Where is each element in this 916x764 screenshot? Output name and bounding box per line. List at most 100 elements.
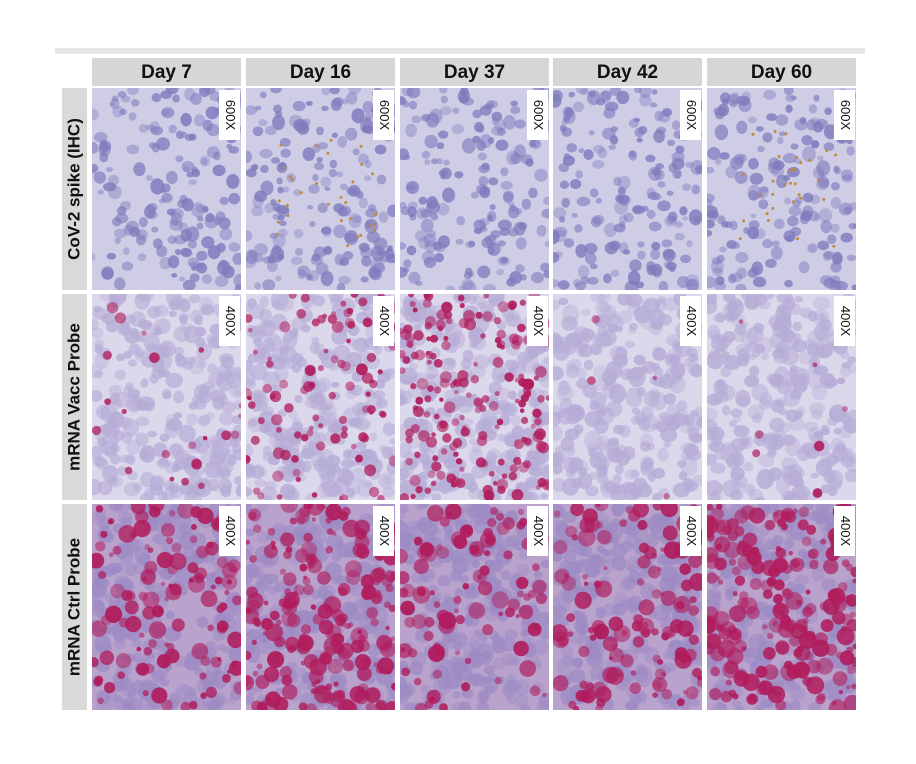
stain: [553, 675, 569, 692]
cell: [218, 217, 231, 230]
stain: [104, 398, 111, 406]
cell: [633, 117, 641, 123]
cell: [202, 381, 215, 390]
cell: [830, 223, 840, 233]
stain: [507, 300, 518, 310]
stain: [477, 574, 483, 580]
cell: [652, 346, 661, 354]
stain: [344, 317, 355, 328]
cell: [632, 477, 648, 491]
cell: [720, 569, 732, 580]
cell: [637, 250, 646, 260]
cell: [105, 167, 113, 173]
cell: [714, 281, 727, 290]
stain: [299, 191, 303, 195]
cell: [177, 199, 186, 209]
cell: [99, 145, 109, 154]
cell: [282, 186, 290, 193]
stain: [542, 692, 547, 698]
cell: [389, 438, 395, 445]
cell: [354, 418, 371, 431]
stain: [841, 625, 848, 632]
cell: [584, 243, 598, 254]
stain: [100, 530, 108, 539]
cell: [606, 314, 624, 332]
cell: [762, 239, 773, 249]
stain: [224, 589, 230, 596]
stain: [508, 471, 518, 481]
cell: [165, 88, 179, 95]
stain: [323, 348, 329, 354]
cell: [99, 294, 113, 302]
cell: [636, 691, 648, 703]
stain: [284, 636, 300, 652]
cell: [342, 407, 361, 425]
cell: [597, 147, 608, 159]
cell: [220, 356, 235, 369]
cell: [707, 453, 717, 466]
cell: [123, 482, 141, 497]
cell: [497, 219, 512, 231]
stain: [166, 537, 174, 545]
stain: [738, 319, 744, 324]
cell: [251, 206, 264, 217]
cell: [306, 205, 314, 210]
cell: [321, 105, 329, 112]
cell: [331, 381, 340, 388]
stain: [530, 423, 536, 429]
cell: [113, 626, 123, 634]
cell: [277, 228, 288, 238]
cell: [497, 588, 513, 605]
cell: [145, 175, 154, 182]
cell: [651, 193, 662, 201]
cell: [138, 123, 148, 133]
stain: [596, 529, 612, 545]
cell: [663, 662, 677, 673]
stain: [800, 625, 808, 633]
cell: [143, 487, 156, 500]
cell: [844, 469, 856, 483]
stain: [513, 456, 522, 466]
stain: [799, 161, 803, 165]
cell: [100, 404, 119, 423]
stain: [221, 430, 232, 441]
cell: [646, 443, 655, 451]
cell: [745, 522, 754, 533]
cell: [169, 219, 184, 231]
magnification-bg: [373, 506, 394, 556]
cell: [483, 665, 496, 676]
cell: [484, 686, 495, 694]
stain: [564, 573, 569, 578]
stain: [142, 690, 149, 697]
cell: [500, 570, 512, 581]
magnification-bg: [373, 296, 394, 346]
stain: [802, 617, 809, 624]
cell: [136, 335, 146, 343]
cell: [707, 210, 719, 219]
cell: [196, 215, 204, 222]
stain: [570, 504, 585, 517]
cell: [264, 202, 275, 214]
stain: [333, 681, 339, 687]
cell: [179, 276, 186, 282]
cell: [233, 608, 241, 621]
cell: [443, 458, 457, 469]
cell: [729, 220, 738, 231]
magnification-label: 400X: [377, 516, 392, 547]
cell: [246, 302, 253, 313]
stain: [346, 570, 361, 585]
cell: [408, 100, 418, 110]
stain: [433, 358, 443, 368]
cell: [766, 373, 784, 386]
stain: [407, 341, 414, 349]
stain: [796, 599, 802, 606]
stain: [836, 651, 844, 659]
cell: [354, 598, 369, 610]
cell: [543, 196, 549, 206]
cell: [175, 155, 184, 163]
cell: [437, 202, 450, 216]
cell: [348, 88, 362, 95]
cell: [232, 252, 241, 265]
stain: [190, 524, 197, 530]
stain: [788, 181, 792, 185]
